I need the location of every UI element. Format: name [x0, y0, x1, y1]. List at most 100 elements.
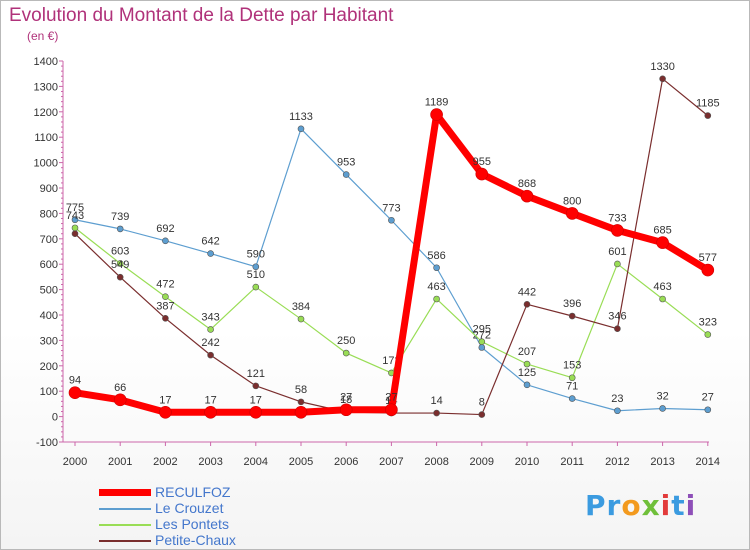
data-label: 17	[159, 394, 171, 406]
data-point	[162, 293, 169, 301]
legend-item-les-pontets: Les Pontets	[99, 516, 349, 533]
data-label: 1189	[425, 97, 449, 109]
data-label: 66	[114, 382, 126, 394]
data-point	[568, 374, 576, 382]
data-label: 323	[699, 317, 717, 329]
data-point	[478, 338, 486, 345]
data-point	[523, 381, 531, 389]
data-label: 125	[518, 367, 536, 379]
data-label: 17	[250, 394, 262, 406]
x-tick-label: 2014	[696, 456, 720, 468]
data-point	[297, 125, 305, 133]
data-point	[478, 344, 486, 351]
y-tick-label: 600	[40, 259, 58, 271]
x-tick-label: 2013	[650, 456, 674, 468]
data-label: 463	[653, 281, 671, 293]
data-point	[68, 386, 82, 400]
x-tick-label: 2005	[289, 456, 313, 468]
data-label: 346	[608, 311, 626, 323]
y-tick-label: 400	[40, 310, 58, 322]
x-tick-label: 2002	[153, 456, 177, 468]
x-tick-label: 2001	[108, 456, 132, 468]
data-point	[565, 207, 579, 220]
x-tick-label: 2004	[244, 456, 268, 468]
data-point	[294, 405, 308, 419]
data-label: 603	[111, 245, 129, 257]
data-label: 27	[702, 392, 714, 404]
data-label: 685	[653, 225, 671, 237]
data-point	[523, 301, 531, 308]
data-point	[659, 295, 666, 303]
y-tick-label: 500	[40, 285, 58, 297]
data-point	[342, 349, 350, 357]
data-label: 775	[66, 202, 84, 214]
data-label: 27	[340, 392, 352, 404]
x-tick-label: 2009	[470, 456, 494, 468]
legend: RECULFOZ Le Crouzet Les Pontets Petite-C…	[99, 484, 349, 549]
y-tick-label: 1300	[34, 81, 58, 93]
data-point	[388, 216, 395, 224]
unit-label: (en €)	[27, 29, 59, 43]
data-point	[433, 264, 440, 272]
data-point	[704, 331, 712, 338]
data-label: 27	[385, 392, 397, 404]
data-point	[430, 108, 443, 121]
data-point	[204, 405, 217, 419]
data-point	[433, 409, 440, 417]
y-tick-label: 800	[40, 208, 58, 220]
x-tick-label: 2008	[424, 456, 448, 468]
series-line	[71, 111, 712, 416]
y-tick-label: 1400	[34, 56, 58, 68]
data-point	[162, 237, 169, 245]
legend-swatch	[99, 524, 151, 526]
legend-item-petite-chaux: Petite-Chaux	[99, 532, 349, 549]
data-label: 384	[292, 301, 310, 313]
data-point	[520, 189, 534, 203]
legend-swatch	[99, 508, 151, 510]
data-point	[297, 398, 305, 406]
y-tick-label: 100	[40, 386, 58, 398]
data-label: 953	[337, 157, 355, 169]
data-label: 250	[337, 335, 355, 347]
data-point	[249, 405, 263, 419]
data-label: 242	[201, 337, 219, 349]
series-line	[74, 128, 709, 412]
legend-label: Le Crouzet	[155, 500, 224, 516]
logo-letter: P	[585, 489, 607, 522]
data-label: 739	[111, 211, 129, 223]
x-tick-label: 2012	[605, 456, 629, 468]
data-point	[71, 230, 79, 238]
data-point	[614, 325, 621, 333]
data-label: 773	[382, 202, 400, 214]
y-tick-label: 300	[40, 335, 58, 347]
data-label: 272	[473, 330, 491, 342]
chart-title: Evolution du Montant de la Dette par Hab…	[9, 5, 394, 26]
legend-label: Les Pontets	[155, 516, 229, 532]
data-label: 343	[201, 311, 219, 323]
data-point	[614, 407, 621, 415]
data-label: 733	[608, 212, 626, 224]
data-point	[71, 216, 79, 224]
logo-letter: o	[621, 489, 642, 522]
legend-swatch	[99, 489, 151, 496]
data-point	[385, 403, 398, 417]
data-point	[701, 263, 715, 277]
data-label: 590	[247, 249, 265, 261]
data-point	[433, 295, 440, 303]
data-point	[656, 236, 669, 249]
data-point	[207, 326, 214, 333]
data-point	[116, 225, 124, 233]
legend-item-le-crouzet: Le Crouzet	[99, 500, 349, 517]
legend-swatch	[99, 540, 151, 542]
data-label: 207	[518, 346, 536, 358]
proxiti-logo: Proxiti	[585, 489, 696, 522]
data-point	[116, 273, 124, 281]
data-label: 955	[473, 156, 491, 168]
data-label: 153	[563, 360, 581, 372]
data-label: 23	[611, 393, 623, 405]
data-point	[116, 260, 124, 267]
data-label: 577	[699, 252, 717, 264]
data-label: 1330	[650, 61, 674, 73]
x-tick-label: 2010	[515, 456, 539, 468]
y-tick-label: 1100	[34, 132, 58, 144]
